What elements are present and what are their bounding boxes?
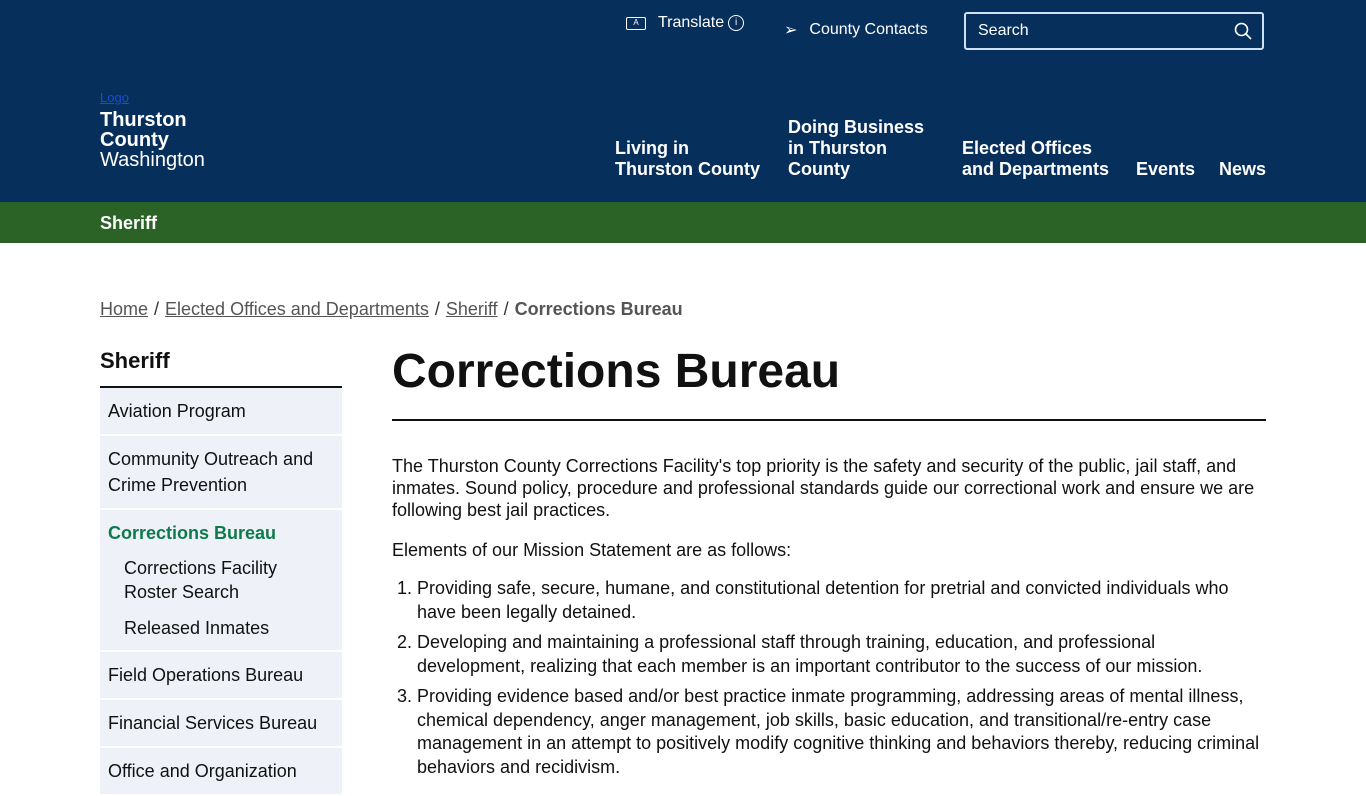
main-content: Corrections Bureau The Thurston County C… bbox=[392, 344, 1266, 786]
nav-doing-business[interactable]: Doing Business in Thurston County bbox=[788, 117, 925, 179]
sidebar-nav: Sheriff Aviation Program Community Outre… bbox=[100, 348, 342, 796]
breadcrumb: Home / Elected Offices and Departments / She… bbox=[100, 299, 683, 319]
translate-button[interactable]: A Translate i bbox=[626, 14, 745, 32]
sidebar-item-released-inmates[interactable]: Released Inmates bbox=[100, 608, 342, 652]
intro-paragraph: The Thurston County Corrections Facility… bbox=[392, 456, 1255, 520]
site-logo[interactable]: Logo Thurston County Washington bbox=[100, 90, 205, 171]
mission-list: Providing safe, secure, humane, and cons… bbox=[392, 577, 1266, 779]
sidebar-item-community-outreach[interactable]: Community Outreach and Crime Prevention bbox=[100, 436, 342, 510]
sidebar-item-aviation[interactable]: Aviation Program bbox=[100, 388, 342, 436]
paper-plane-icon: ➢ bbox=[784, 22, 798, 39]
nav-elected-offices[interactable]: Elected Offices and Departments bbox=[962, 138, 1110, 179]
search-input[interactable]: Search bbox=[964, 12, 1264, 50]
nav-news[interactable]: News bbox=[1219, 159, 1267, 179]
section-title[interactable]: Sheriff bbox=[100, 213, 158, 233]
breadcrumb-elected-offices[interactable]: Elected Offices and Departments bbox=[165, 299, 429, 319]
sidebar-item-corrections-bureau[interactable]: Corrections Bureau bbox=[100, 510, 342, 552]
nav-events[interactable]: Events bbox=[1136, 159, 1196, 179]
translate-icon: A bbox=[626, 16, 646, 30]
search-icon[interactable] bbox=[1234, 22, 1252, 40]
breadcrumb-current: Corrections Bureau bbox=[514, 299, 683, 319]
breadcrumb-sheriff[interactable]: Sheriff bbox=[445, 299, 498, 319]
list-item: Developing and maintaining a professiona… bbox=[417, 631, 1266, 678]
logo-image: Logo bbox=[100, 90, 129, 105]
list-item: Providing evidence based and/or best pra… bbox=[417, 685, 1266, 779]
sidebar-item-office-organization[interactable]: Office and Organization bbox=[100, 748, 342, 796]
site-header: A Translate i ➢ County Contacts Search L… bbox=[0, 0, 1366, 202]
breadcrumb-home[interactable]: Home bbox=[100, 299, 149, 319]
nav-living[interactable]: Living in Thurston County bbox=[615, 138, 760, 179]
list-item: Providing safe, secure, humane, and cons… bbox=[417, 577, 1266, 624]
mission-lead: Elements of our Mission Statement are as… bbox=[392, 540, 792, 560]
county-contacts-link[interactable]: ➢ County Contacts bbox=[784, 21, 928, 39]
sidebar-title: Sheriff bbox=[100, 348, 342, 388]
page-title: Corrections Bureau bbox=[392, 344, 1266, 421]
section-bar: Sheriff bbox=[0, 202, 1366, 243]
sidebar-item-roster-search[interactable]: Corrections Facility Roster Search bbox=[100, 552, 342, 608]
sidebar-item-field-operations[interactable]: Field Operations Bureau bbox=[100, 652, 342, 700]
info-icon: i bbox=[728, 15, 745, 31]
sidebar-item-financial-services[interactable]: Financial Services Bureau bbox=[100, 700, 342, 748]
